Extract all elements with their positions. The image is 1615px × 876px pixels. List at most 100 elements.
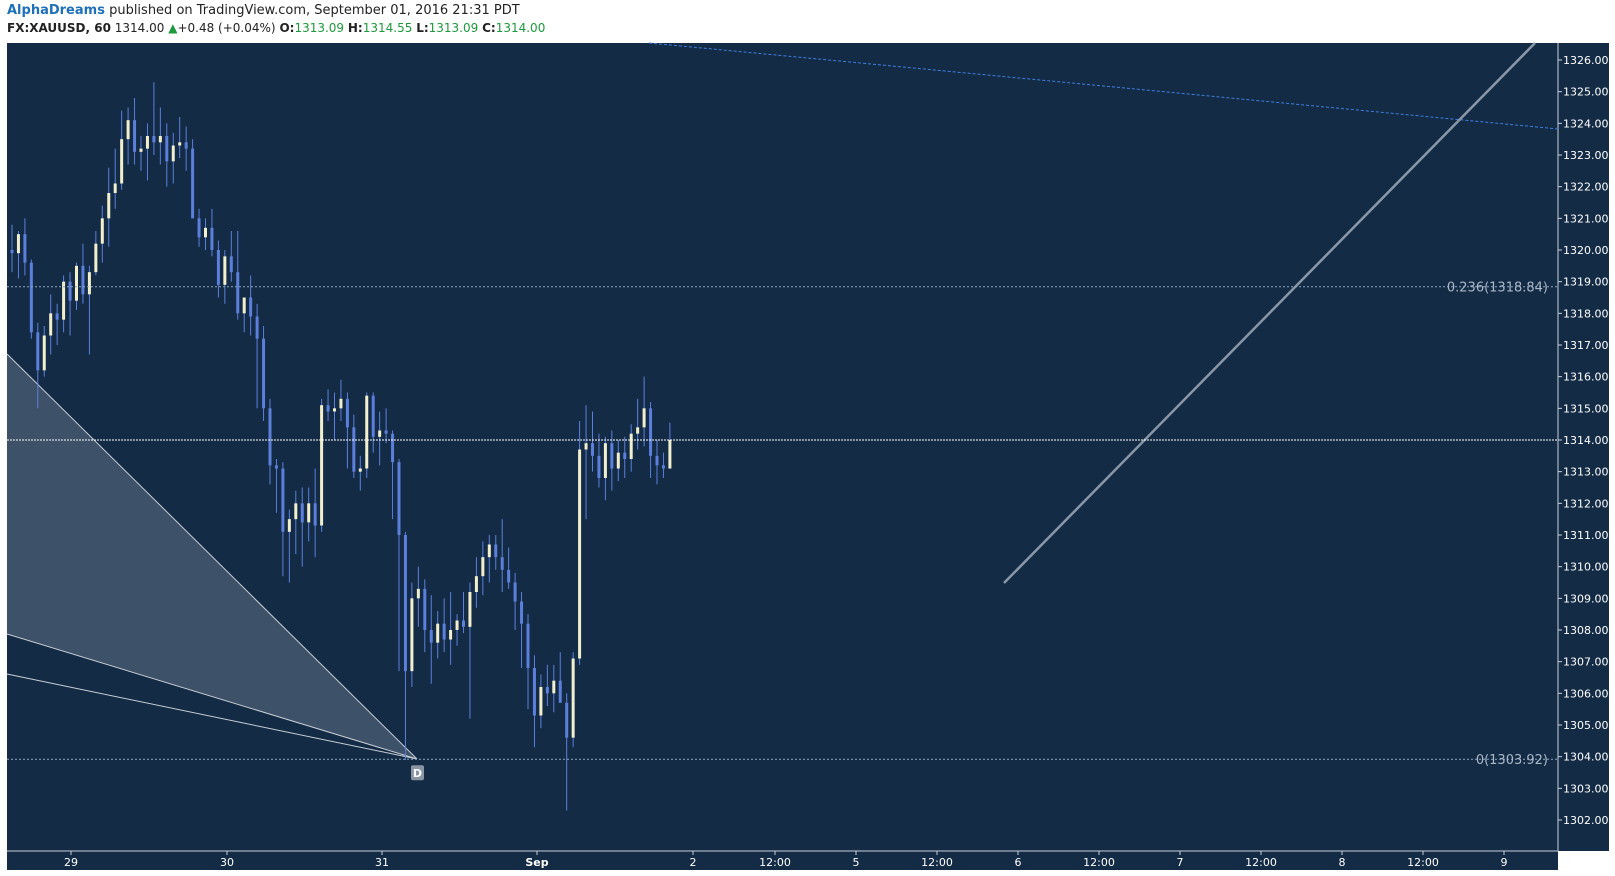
candle-body <box>410 598 414 672</box>
candle-body <box>10 250 14 254</box>
candle <box>571 652 575 748</box>
price-tick-label: 1313.00 <box>1563 466 1609 479</box>
candle <box>152 82 156 155</box>
candle-body <box>391 433 395 463</box>
time-tick-label: 12:00 <box>759 856 791 869</box>
fib-level-label: 0(1303.92) <box>1476 753 1548 768</box>
candle-body <box>158 136 162 143</box>
candle <box>42 326 46 377</box>
candle-body <box>326 405 330 412</box>
candle <box>49 294 53 355</box>
candle <box>55 303 59 345</box>
candle <box>449 592 453 665</box>
candle-body <box>126 120 130 140</box>
candle-body <box>661 465 665 469</box>
author-link[interactable]: AlphaDreams <box>7 3 105 18</box>
candle <box>468 582 472 719</box>
candle <box>584 405 588 520</box>
candle-body <box>113 183 117 193</box>
trend-line-dotted[interactable] <box>648 42 1559 130</box>
price-tick-label: 1317.00 <box>1563 339 1609 352</box>
candle <box>532 655 536 748</box>
candle <box>16 231 20 279</box>
candle <box>494 535 498 570</box>
price-tick-label: 1309.00 <box>1563 592 1609 605</box>
harmonic-pattern-drawing[interactable] <box>6 353 418 760</box>
candle-body <box>62 281 66 320</box>
candle-body <box>371 395 375 437</box>
trend-line-solid[interactable] <box>1003 42 1536 584</box>
price-tick-label: 1326.00 <box>1563 54 1609 67</box>
candle <box>403 531 407 760</box>
candle <box>416 566 420 627</box>
candle <box>184 126 188 171</box>
candle-body <box>216 250 220 285</box>
candle-body <box>133 120 137 152</box>
time-tick-label: 5 <box>853 856 860 869</box>
last-price: 1314.00 <box>114 21 165 35</box>
candle-body <box>642 408 646 428</box>
candle <box>629 424 633 472</box>
candle <box>462 592 465 634</box>
candle <box>410 582 414 687</box>
candle-body <box>597 455 601 478</box>
candle <box>236 231 240 320</box>
candle <box>455 614 459 646</box>
candle <box>352 414 356 478</box>
candle <box>442 598 446 653</box>
candle <box>120 110 124 190</box>
candle <box>378 411 382 466</box>
candle-body <box>36 332 40 371</box>
candle-body <box>268 408 272 466</box>
candle <box>539 674 543 729</box>
candle <box>668 422 672 469</box>
candle <box>262 326 266 421</box>
candle <box>216 240 220 298</box>
candle <box>603 436 607 501</box>
candle <box>333 392 336 440</box>
candle <box>474 557 478 608</box>
pattern-leg <box>6 673 418 760</box>
price-tick-label: 1310.00 <box>1563 561 1609 574</box>
time-tick-label: 12:00 <box>921 856 953 869</box>
candle <box>358 455 362 491</box>
candle <box>139 136 143 171</box>
high-label: H: <box>347 21 363 35</box>
candle-body <box>610 443 614 469</box>
candle-body <box>145 136 149 149</box>
candle-body <box>68 281 72 301</box>
candle <box>500 519 504 592</box>
candle <box>281 462 285 577</box>
candle-body <box>649 408 653 456</box>
candle-body <box>100 218 104 244</box>
candle <box>578 421 582 665</box>
candle-body <box>178 142 182 146</box>
price-tick-label: 1307.00 <box>1563 656 1609 669</box>
marker-badge <box>411 765 424 781</box>
candle-body <box>629 433 633 459</box>
candle-body <box>455 620 459 630</box>
candle-body <box>552 680 556 694</box>
price-tick-label: 1316.00 <box>1563 371 1609 384</box>
candle <box>81 243 85 304</box>
candle-body <box>294 503 298 520</box>
candle <box>307 487 311 542</box>
price-tick-label: 1304.00 <box>1563 751 1609 764</box>
candle-body <box>365 395 369 469</box>
plot-background <box>7 43 1558 851</box>
candle <box>94 231 98 276</box>
price-tick-label: 1308.00 <box>1563 624 1609 637</box>
price-tick-label: 1305.00 <box>1563 719 1609 732</box>
candle-body <box>603 443 607 478</box>
price-tick-label: 1319.00 <box>1563 276 1609 289</box>
candle-body <box>655 455 659 466</box>
candle <box>623 436 627 478</box>
price-tick-label: 1306.00 <box>1563 687 1609 700</box>
candle-body <box>81 265 85 295</box>
candle <box>29 259 33 339</box>
candle-body <box>513 582 517 602</box>
price-tick-label: 1315.00 <box>1563 402 1609 415</box>
candle <box>23 218 27 276</box>
candle-body <box>442 623 446 640</box>
